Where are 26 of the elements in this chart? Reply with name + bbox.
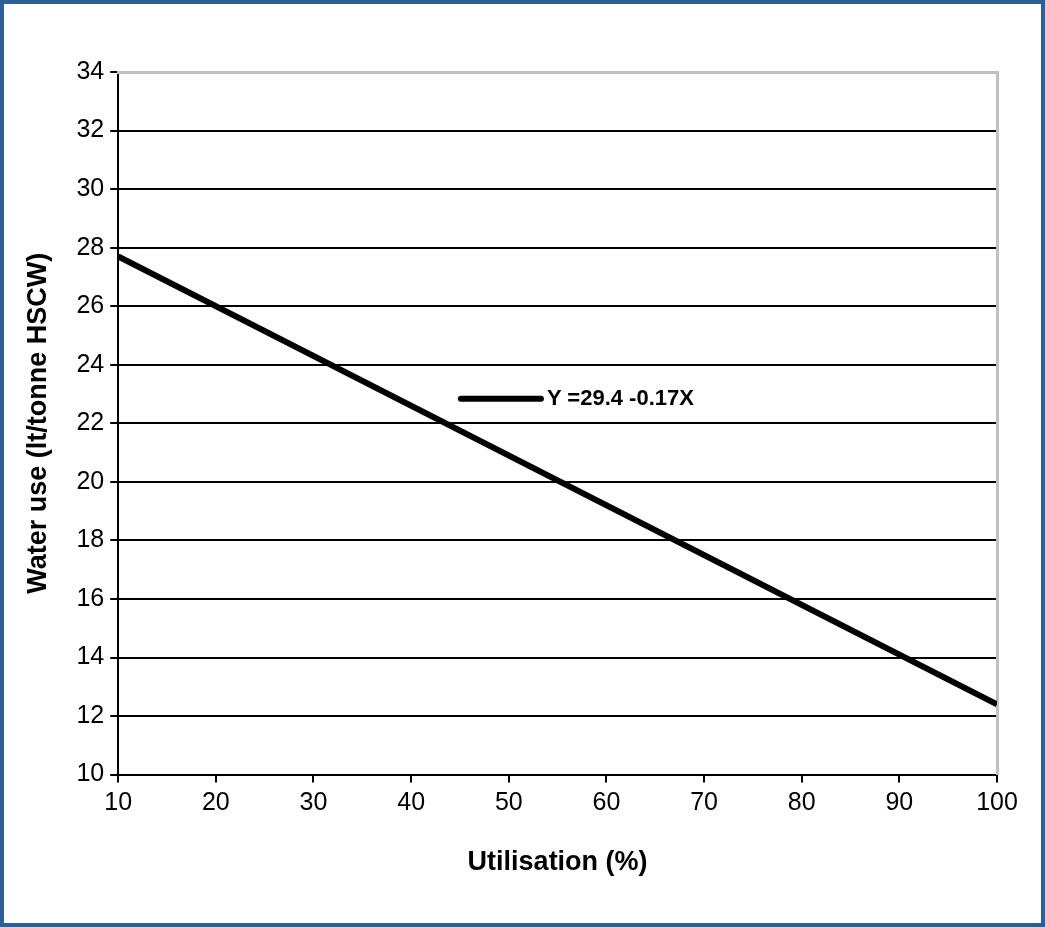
y-tick-label: 34 [76,55,105,84]
x-tick-label: 10 [104,787,133,816]
x-tick-label: 80 [787,787,816,816]
y-tick-label: 12 [76,699,105,728]
x-tick-label: 40 [397,787,426,816]
y-tick-label: 32 [76,114,105,143]
y-tick-label: 30 [76,172,105,201]
y-tick-label: 26 [76,290,105,319]
x-tick-label: 90 [885,787,914,816]
y-tick-label: 22 [76,407,105,436]
y-tick-label: 14 [76,641,105,670]
x-tick-label: 30 [299,787,328,816]
y-tick-label: 28 [76,231,105,260]
x-tick-label: 100 [976,787,1018,816]
y-tick-label: 10 [76,758,105,787]
y-tick-label: 18 [76,524,105,553]
x-tick-label: 50 [494,787,523,816]
x-tick-label: 70 [690,787,718,816]
x-tick-label: 20 [201,787,230,816]
y-axis-title: Water use (lt/tonne HSCW) [21,252,52,594]
legend-label: Y =29.4 -0.17X [546,384,695,410]
y-tick-label: 20 [76,465,105,494]
y-tick-label: 24 [76,348,105,377]
y-tick-label: 16 [76,582,105,611]
x-axis-title: Utilisation (%) [467,846,648,877]
x-tick-label: 60 [592,787,621,816]
